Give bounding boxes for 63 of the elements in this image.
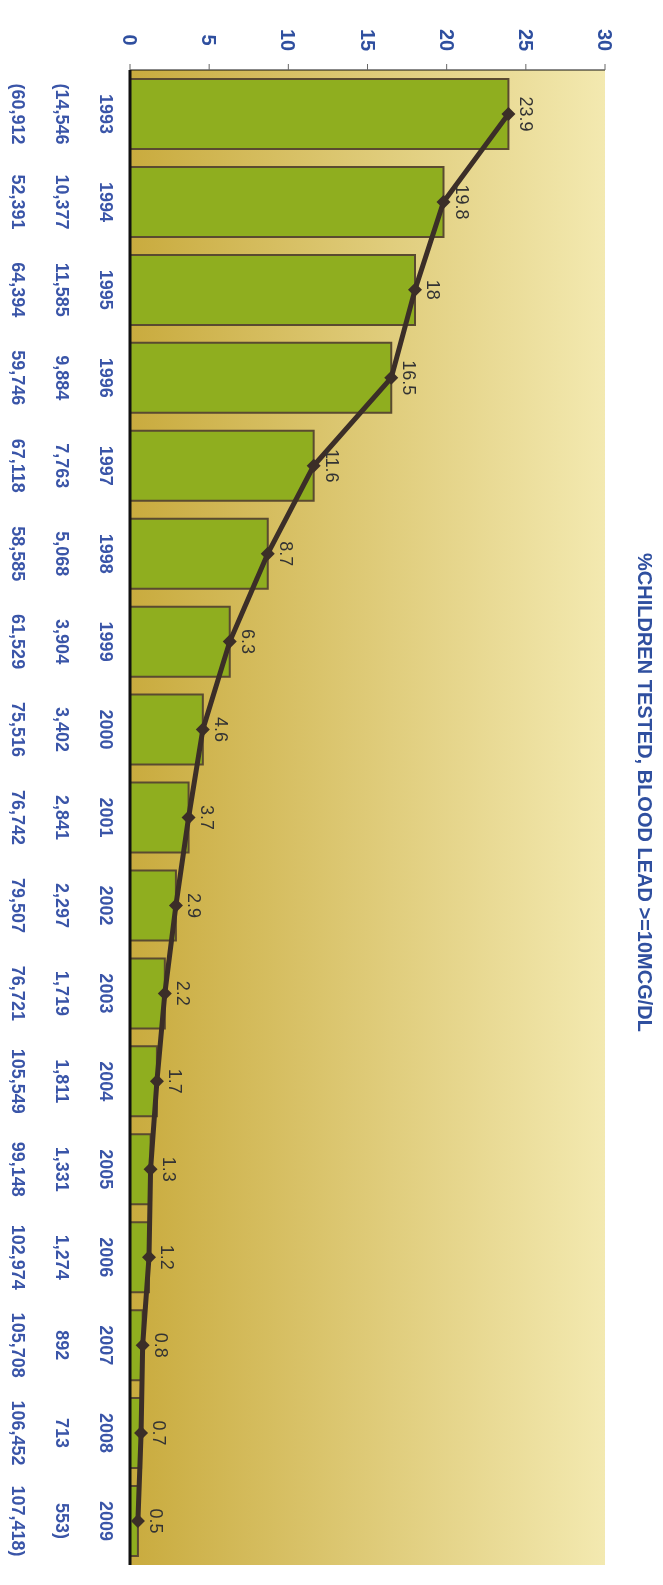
point [306,458,321,473]
data-label: 2.2 [172,980,193,1006]
category-label: 1996 9,884 59,746 [8,350,116,406]
point [222,634,237,649]
point [408,282,422,297]
bar [130,341,393,414]
bar [130,693,204,766]
point [436,194,451,209]
category-label: 2007 892 105,708 [8,1312,116,1378]
data-label: 18 [423,279,443,300]
point [501,106,516,121]
data-label: 6.3 [237,629,258,655]
point [168,898,183,913]
data-label: 4.6 [210,717,231,743]
category-label: 1993 (14,546 (60,912 [8,83,116,145]
bar [130,78,510,150]
bar [130,605,231,678]
data-label: 1.3 [158,1156,179,1182]
data-label: 11.6 [321,448,342,483]
data-label: 2.9 [183,892,204,918]
data-label: 1.7 [164,1068,185,1094]
data-label: 16.5 [399,360,420,396]
category-label: 2001 2,841 76,742 [8,789,116,846]
data-label: 8.7 [275,541,296,567]
data-label: 0.7 [149,1420,170,1446]
point [260,546,275,561]
category-label: 1997 7,763 67,118 [8,438,116,493]
category-label: 1994 10,377 52,391 [8,174,116,230]
point [195,722,210,737]
category-label: 2004 1,811 105,549 [8,1048,116,1114]
category-label: 2008 713 106,452 [8,1400,116,1466]
point [157,986,172,1001]
bar [130,517,269,590]
x-tick-label: 20 [435,28,458,52]
x-tick-label: 10 [277,28,300,52]
data-label: 23.9 [516,96,537,132]
x-tick-label: 25 [514,28,537,52]
bar [130,253,416,326]
x-tick-label: 0 [119,34,141,46]
category-label: 1995 11,585 64,394 [8,262,116,318]
data-label: 1.2 [157,1244,177,1270]
bar [130,781,190,854]
point [384,370,399,385]
data-label: 19.8 [451,184,472,220]
category-label: 1999 3,904 61,529 [8,614,116,670]
point [181,810,196,825]
bar [130,429,315,502]
data-label: 3.7 [196,804,217,831]
text: %CHILDREN TESTED, BLOOD LEAD >=10MCG/DL [633,552,657,1034]
category-label: 1998 5,068 58,585 [8,526,116,582]
category-label: 2005 1,331 99,148 [8,1141,116,1197]
x-tick-label: 30 [594,28,616,52]
category-label: 2009 553) 107,418) [8,1485,116,1557]
category-label: 2000 3,402 75,516 [8,702,116,758]
data-label: 0.8 [150,1332,171,1358]
bar [130,165,445,238]
point [130,1514,145,1529]
category-label: 2006 1,274 102,974 [8,1224,116,1290]
category-label: 2003 1,719 76,721 [8,965,116,1021]
x-tick-label: 5 [198,34,221,46]
data-label: 0.5 [145,1508,166,1534]
x-tick-label: 15 [356,28,379,52]
category-label: 2002 2,297 79,507 [8,877,116,933]
